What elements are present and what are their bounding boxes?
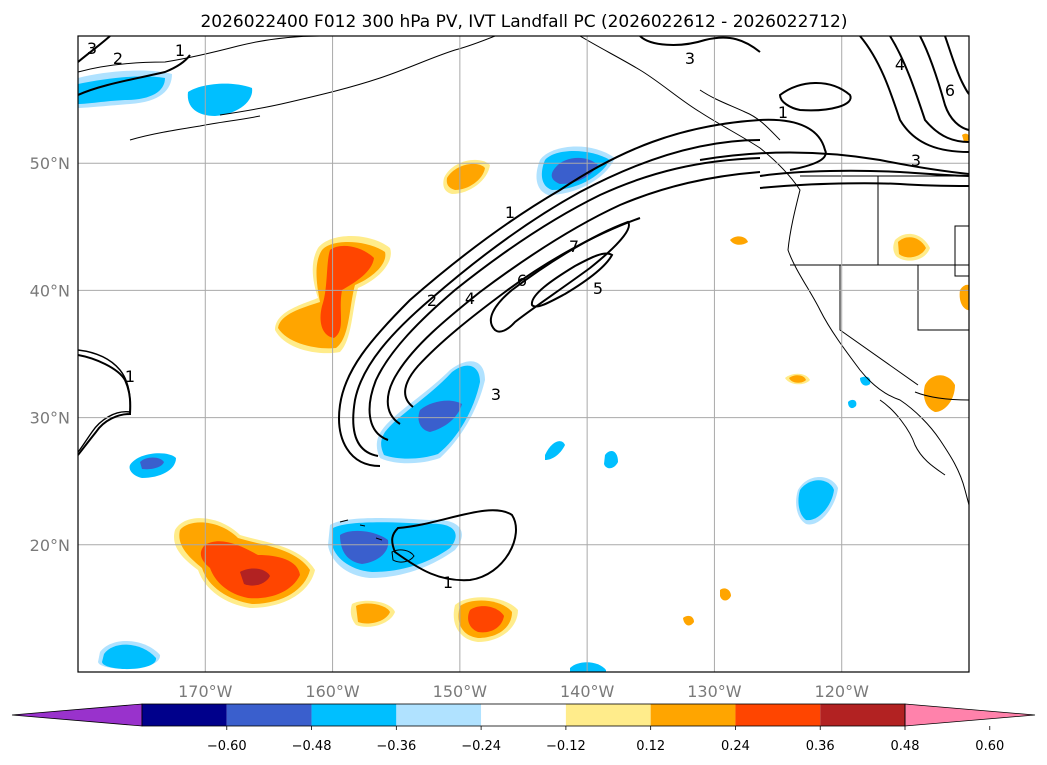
contour-label: 3 [491, 385, 501, 404]
colorbar-tick-label: −0.36 [376, 739, 416, 754]
colorbar-bin [142, 704, 227, 726]
map-title: 2026022400 F012 300 hPa PV, IVT Landfall… [200, 12, 847, 32]
longitude-tick-labels: 170°W 160°W 150°W 140°W 130°W 120°W [178, 682, 869, 701]
contour-label: 2 [427, 291, 437, 310]
lon-tick-label: 170°W [178, 682, 233, 701]
lat-tick-label: 50°N [30, 154, 70, 173]
colorbar-tick-label: −0.60 [207, 739, 247, 754]
colorbar-bin [565, 704, 651, 726]
colorbar-extend-high [904, 703, 1036, 727]
latitude-tick-labels: 50°N 40°N 30°N 20°N [30, 154, 70, 555]
lon-tick-label: 120°W [815, 682, 870, 701]
colorbar-bin [735, 704, 821, 726]
contour-label: 6 [945, 81, 955, 100]
contour-label: 3 [685, 49, 695, 68]
contour-label: 1 [443, 573, 453, 592]
colorbar: −0.60 −0.48 −0.36 −0.24 −0.12 0.12 0.24 0.36 0.4… [11, 703, 1036, 754]
colorbar-tick-label: −0.24 [461, 739, 501, 754]
lon-tick-label: 160°W [305, 682, 360, 701]
contour-label: 6 [517, 271, 527, 290]
map-border [77, 35, 970, 673]
colorbar-bin [820, 704, 905, 726]
lon-tick-label: 130°W [687, 682, 742, 701]
contour-label: 3 [87, 39, 97, 58]
contour-label: 1 [505, 203, 515, 222]
colorbar-bin [226, 704, 312, 726]
contour-label: 2 [113, 49, 123, 68]
colorbar-tick-label: 0.48 [891, 739, 920, 754]
colorbar-frame [141, 703, 906, 727]
ivt-contours [78, 36, 969, 582]
colorbar-tick-label: 0.12 [636, 739, 665, 754]
contour-label: 7 [569, 237, 579, 256]
coastlines [78, 36, 969, 506]
lat-tick-label: 30°N [30, 409, 70, 428]
contour-label: 4 [465, 289, 475, 308]
contour-label: 3 [911, 151, 921, 170]
lat-tick-label: 20°N [30, 536, 70, 555]
colorbar-extend-low [11, 703, 143, 727]
colorbar-bin [650, 704, 736, 726]
lon-tick-label: 150°W [433, 682, 488, 701]
contour-label: 1 [175, 41, 185, 60]
contour-label: 5 [593, 279, 603, 298]
hawaii-islands [339, 519, 415, 563]
gridlines [78, 36, 969, 672]
colorbar-bin [311, 704, 397, 726]
lon-tick-label: 140°W [560, 682, 615, 701]
colorbar-bin [396, 704, 482, 726]
colorbar-tick-label: 0.36 [806, 739, 835, 754]
colorbar-tick-label: −0.48 [292, 739, 332, 754]
contour-label: 1 [778, 103, 788, 122]
colorbar-bin [481, 704, 566, 726]
lat-tick-label: 40°N [30, 281, 70, 300]
contour-label: 4 [895, 55, 905, 74]
colorbar-tick-label: 0.24 [721, 739, 750, 754]
contour-label: 1 [125, 367, 135, 386]
colorbar-tick-label: 0.60 [975, 739, 1004, 754]
colorbar-tick-label: −0.12 [546, 739, 586, 754]
pv-anomaly-shading [78, 70, 969, 672]
